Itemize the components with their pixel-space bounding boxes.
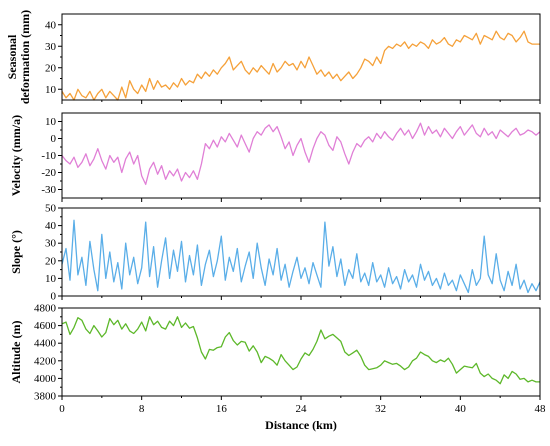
altitude-series-line — [61, 316, 540, 385]
altitude-y-tick-label: 3800 — [34, 391, 57, 403]
x-tick-label: 40 — [455, 403, 467, 415]
seasonal-y-tick-label: 10 — [45, 84, 57, 96]
x-tick-label: 48 — [535, 403, 547, 415]
altitude-y-tick-label: 4200 — [34, 355, 57, 367]
seasonal-y-tick-label: 20 — [45, 62, 57, 74]
x-axis-title: Distance (km) — [265, 418, 337, 432]
slope-plot-frame — [61, 207, 541, 297]
seasonal-series-line — [61, 30, 540, 101]
slope-y-tick-label: 0 — [51, 291, 57, 303]
altitude-y-tick-label: 4800 — [34, 303, 57, 315]
slope-y-tick-label: 40 — [45, 220, 57, 232]
panel-seasonal: 10 20 30 40 Seasonal deformation (mm) — [5, 10, 541, 104]
x-tick-label: 24 — [296, 403, 308, 415]
x-tick-label: 32 — [375, 403, 386, 415]
velocity-y-tick-label: 0 — [51, 133, 57, 145]
altitude-y-tick-label: 4600 — [34, 320, 57, 332]
velocity-y-tick-label: -20 — [41, 167, 56, 179]
velocity-y-tick-label: -30 — [41, 184, 56, 196]
velocity-y-tick-label: -10 — [41, 150, 56, 162]
slope-series-line — [61, 219, 541, 294]
velocity-y-tick-label: 10 — [45, 116, 57, 128]
x-tick-label: 8 — [139, 403, 145, 415]
seasonal-y-tick-label: 30 — [45, 41, 57, 53]
x-tick-label: 16 — [216, 403, 228, 415]
panel-velocity: -30 -20 -10 0 10 Velocity (mm/a) — [9, 112, 541, 202]
altitude-y-axis-title: Altitude (m) — [9, 321, 23, 384]
seasonal-y-axis-title: deformation (mm) — [18, 10, 32, 104]
x-tick-label: 0 — [59, 403, 65, 415]
altitude-y-tick-label: 4000 — [34, 373, 57, 385]
velocity-plot-frame — [61, 112, 541, 199]
slope-y-tick-label: 20 — [45, 255, 57, 267]
seasonal-y-tick-label: 40 — [45, 19, 57, 31]
slope-y-tick-label: 30 — [45, 238, 57, 250]
slope-y-axis-title: Slope (°) — [9, 230, 23, 274]
panel-slope: 0 10 20 30 40 50 Slope (°) — [9, 203, 541, 303]
seasonal-plot-frame — [61, 13, 541, 101]
slope-y-tick-label: 50 — [45, 203, 57, 215]
altitude-y-tick-label: 4400 — [34, 338, 57, 350]
velocity-series-line — [61, 122, 541, 186]
velocity-y-axis-title: Velocity (mm/a) — [9, 115, 23, 196]
seasonal-y-axis-title: Seasonal — [5, 34, 19, 79]
panel-altitude: 3800 4000 4200 4400 4600 4800 Altitude (m) — [9, 303, 541, 403]
altitude-plot-frame — [61, 307, 541, 397]
slope-y-tick-label: 10 — [45, 273, 57, 285]
